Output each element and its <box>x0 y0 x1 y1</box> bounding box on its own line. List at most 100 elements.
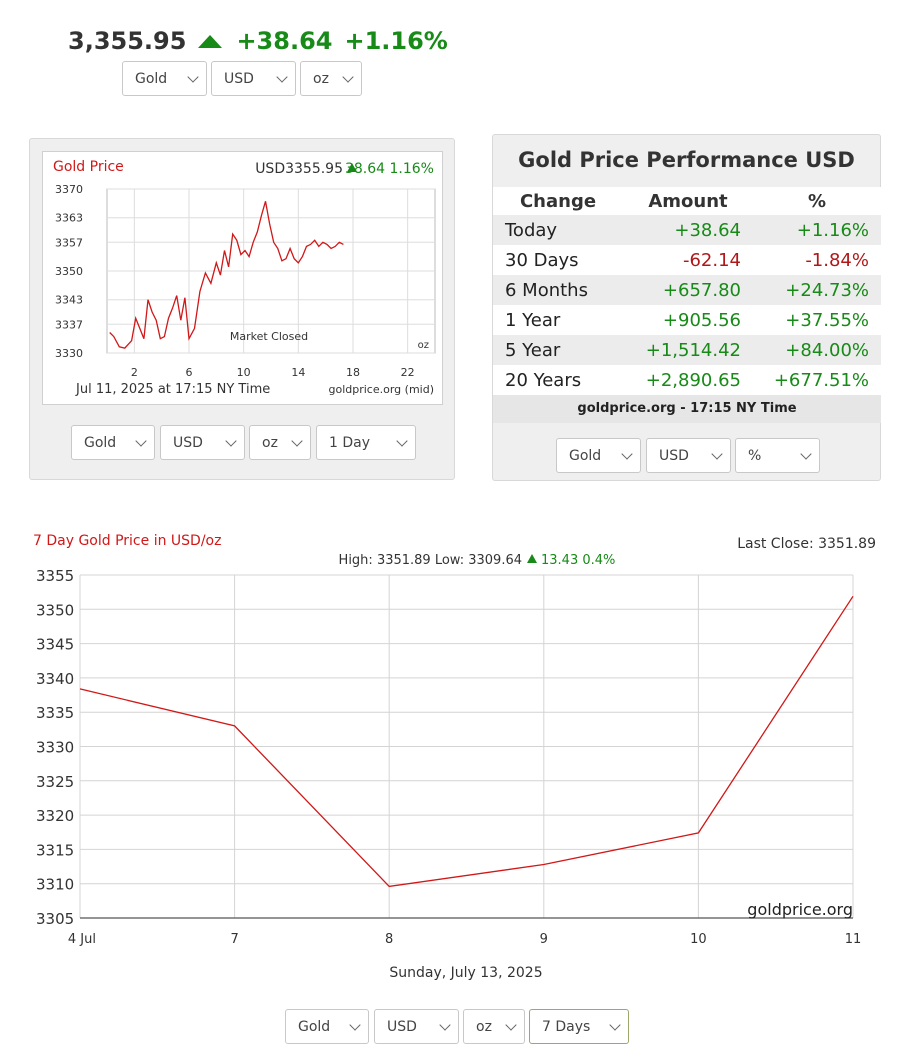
x-tick-label: 8 <box>385 932 393 947</box>
perf-mode-select-value: % <box>748 447 762 464</box>
high-low-stats: High: 3351.89 Low: 3309.64 <box>339 553 522 568</box>
intraday-chart: Gold Price USD3355.95 38.64 1.16% 3330 33… <box>53 159 436 397</box>
metal-select[interactable]: Gold <box>122 61 207 96</box>
price-ticker: 3,355.95 +38.64 +1.16% <box>68 24 448 58</box>
chevron-down-icon <box>711 448 723 460</box>
row-percent: +24.73% <box>753 275 881 305</box>
big-currency-select-value: USD <box>387 1018 417 1035</box>
big-metal-select[interactable]: Gold <box>285 1009 369 1044</box>
table-row: 30 Days -62.14 -1.84% <box>493 245 881 275</box>
intraday-price-line <box>109 201 344 349</box>
y-tick-label: 3330 <box>55 347 83 360</box>
column-header-percent: % <box>753 187 881 215</box>
x-tick-label: 18 <box>346 366 360 379</box>
row-label: 5 Year <box>493 335 623 365</box>
intraday-chart-panel: Gold Price USD3355.95 38.64 1.16% 3330 33… <box>29 138 455 480</box>
x-tick-label: 11 <box>845 932 862 947</box>
small-range-select[interactable]: 1 Day <box>316 425 416 460</box>
y-tick-label: 3305 <box>36 910 74 928</box>
x-tick-label: 9 <box>540 932 548 947</box>
chevron-down-icon <box>276 71 288 83</box>
row-amount: +657.80 <box>623 275 753 305</box>
chevron-down-icon <box>621 448 633 460</box>
chevron-down-icon <box>342 71 354 83</box>
small-unit-select[interactable]: oz <box>249 425 311 460</box>
unit-select-value: oz <box>313 70 329 87</box>
y-tick-label: 3355 <box>36 567 74 585</box>
big-currency-select[interactable]: USD <box>374 1009 459 1044</box>
row-label: 20 Years <box>493 365 623 395</box>
perf-metal-select[interactable]: Gold <box>556 438 641 473</box>
small-unit-select-value: oz <box>262 434 278 451</box>
table-row: 5 Year +1,514.42 +84.00% <box>493 335 881 365</box>
big-unit-select[interactable]: oz <box>463 1009 525 1044</box>
y-tick-label: 3335 <box>36 704 74 722</box>
y-tick-label: 3350 <box>55 265 83 278</box>
market-status: Market Closed <box>230 330 308 343</box>
chevron-down-icon <box>135 435 147 447</box>
row-label: 1 Year <box>493 305 623 335</box>
x-tick-label: 7 <box>230 932 238 947</box>
currency-select-value: USD <box>224 70 254 87</box>
chevron-down-icon <box>396 435 408 447</box>
row-amount: +38.64 <box>623 215 753 245</box>
table-row: 20 Years +2,890.65 +677.51% <box>493 365 881 395</box>
seven-day-change: 13.43 0.4% <box>541 553 615 568</box>
price-change: +38.64 <box>236 27 333 55</box>
small-chart-source: goldprice.org (mid) <box>329 383 435 396</box>
x-tick-label: 6 <box>186 366 193 379</box>
big-chart-date: Sunday, July 13, 2025 <box>389 965 542 981</box>
x-tick-label: 10 <box>237 366 251 379</box>
metal-select-value: Gold <box>135 70 168 87</box>
seven-day-price-line <box>79 595 854 888</box>
small-currency-select[interactable]: USD <box>160 425 245 460</box>
small-metal-select-value: Gold <box>84 434 117 451</box>
chevron-down-icon <box>187 71 199 83</box>
row-amount: -62.14 <box>623 245 753 275</box>
big-unit-select-value: oz <box>476 1018 492 1035</box>
small-chart-date: Jul 11, 2025 at 17:15 NY Time <box>75 382 270 397</box>
small-metal-select[interactable]: Gold <box>71 425 155 460</box>
price-change-percent: +1.16% <box>344 27 448 55</box>
row-label: 30 Days <box>493 245 623 275</box>
performance-footer: goldprice.org - 17:15 NY Time <box>493 395 881 423</box>
up-triangle-icon <box>198 34 223 48</box>
big-chart-title: 7 Day Gold Price in USD/oz <box>33 533 221 549</box>
big-range-select[interactable]: 7 Days <box>529 1009 629 1044</box>
y-tick-label: 3370 <box>55 183 83 196</box>
perf-currency-select[interactable]: USD <box>646 438 731 473</box>
row-percent: +677.51% <box>753 365 881 395</box>
up-triangle-icon <box>347 163 357 172</box>
currency-select[interactable]: USD <box>211 61 296 96</box>
perf-metal-select-value: Gold <box>569 447 602 464</box>
chevron-down-icon <box>800 448 812 460</box>
table-row: 6 Months +657.80 +24.73% <box>493 275 881 305</box>
row-amount: +905.56 <box>623 305 753 335</box>
unit-select[interactable]: oz <box>300 61 362 96</box>
seven-day-chart: 7 Day Gold Price in USD/oz Last Close: 3… <box>33 533 876 981</box>
performance-panel: Gold Price Performance USD Change Amount… <box>492 134 881 481</box>
row-percent: +1.16% <box>753 215 881 245</box>
chevron-down-icon <box>349 1019 361 1031</box>
current-price: 3,355.95 <box>68 27 187 55</box>
big-metal-select-value: Gold <box>298 1018 331 1035</box>
small-chart-quote: USD3355.95 <box>255 161 343 177</box>
performance-title: Gold Price Performance USD <box>518 148 855 172</box>
y-tick-label: 3350 <box>36 601 74 619</box>
y-tick-label: 3330 <box>36 739 74 757</box>
y-tick-label: 3325 <box>36 773 74 791</box>
chevron-down-icon <box>291 435 303 447</box>
chart-watermark: goldprice.org <box>747 900 853 919</box>
row-label: Today <box>493 215 623 245</box>
chevron-down-icon <box>505 1019 517 1031</box>
y-tick-label: 3337 <box>55 318 83 331</box>
up-triangle-icon <box>527 554 537 563</box>
row-amount: +2,890.65 <box>623 365 753 395</box>
row-percent: +37.55% <box>753 305 881 335</box>
y-tick-label: 3340 <box>36 670 74 688</box>
small-range-select-value: 1 Day <box>329 434 371 451</box>
last-close: Last Close: 3351.89 <box>737 536 876 552</box>
perf-mode-select[interactable]: % <box>735 438 820 473</box>
row-percent: +84.00% <box>753 335 881 365</box>
y-tick-label: 3363 <box>55 212 83 225</box>
